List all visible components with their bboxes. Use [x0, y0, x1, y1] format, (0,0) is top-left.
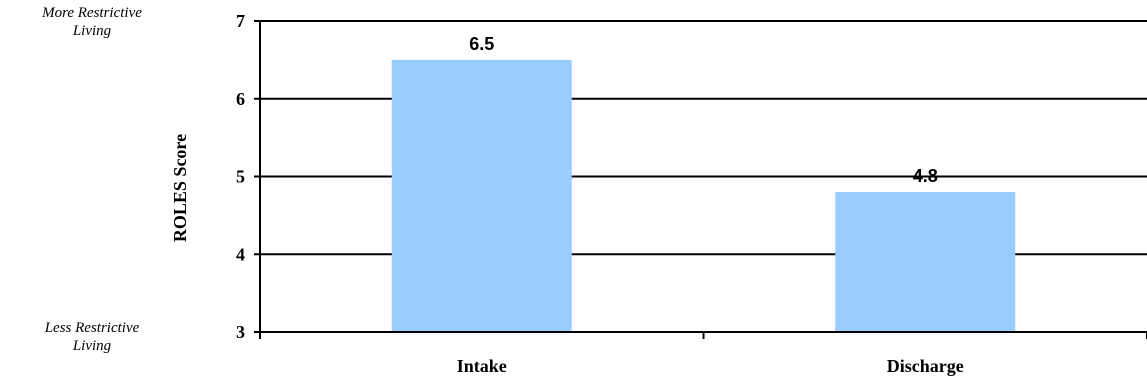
annotation-less-restrictive-line1: Less Restrictive [44, 320, 140, 336]
annotation-more-restrictive-line1: More Restrictive [42, 5, 142, 21]
annotation-less-restrictive: Less Restrictive Living [12, 319, 172, 355]
annotation-more-restrictive: More Restrictive Living [12, 4, 172, 40]
y-tick-label-4: 4 [236, 244, 245, 264]
data-label-discharge: 4.8 [913, 166, 938, 186]
bars [391, 59, 1016, 332]
data-label-intake: 6.5 [469, 34, 494, 54]
y-tick-label-6: 6 [236, 89, 245, 109]
y-tick-label-7: 7 [236, 11, 245, 31]
axes [254, 20, 1147, 339]
y-tick-label-3: 3 [236, 322, 245, 342]
y-tick-label-5: 5 [236, 167, 245, 187]
annotation-less-restrictive-line2: Living [72, 338, 112, 354]
labels: 3 4 5 6 7 6.5 Intake 4.8 Discharge [236, 11, 964, 376]
bar-intake [391, 59, 572, 332]
x-tick-label-intake: Intake [457, 356, 507, 376]
x-tick-label-discharge: Discharge [887, 356, 964, 376]
bar-discharge [835, 192, 1016, 332]
annotation-more-restrictive-line2: Living [72, 23, 112, 39]
y-axis-title: ROLES Score [170, 134, 190, 242]
